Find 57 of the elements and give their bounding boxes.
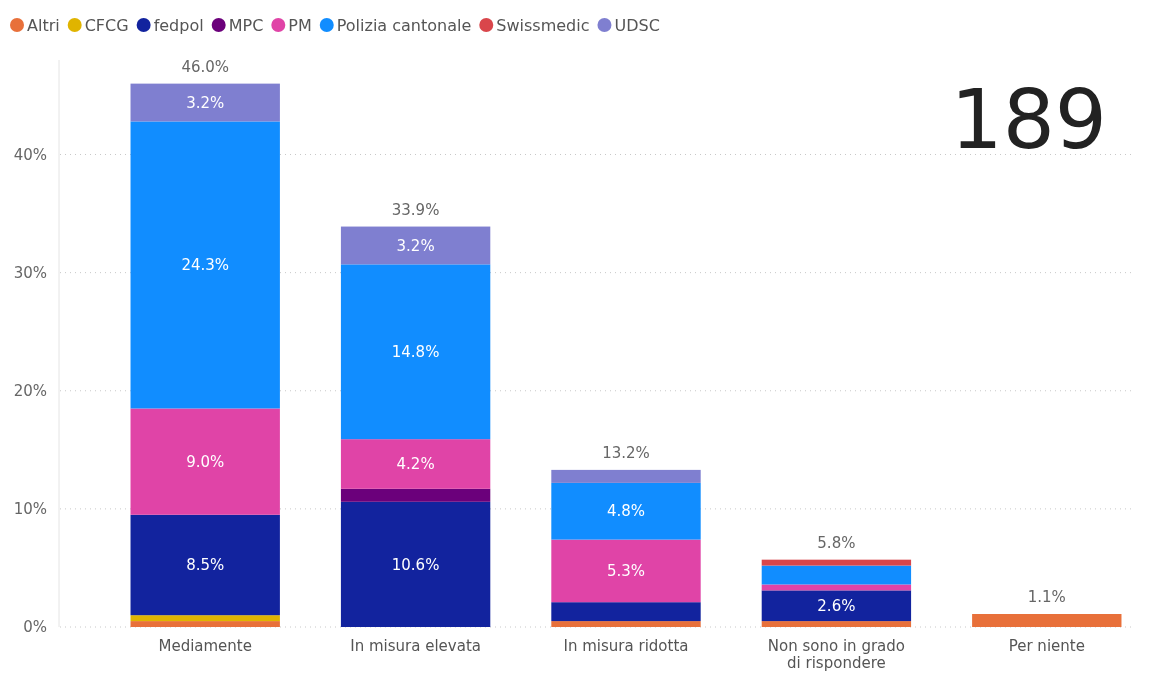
total-label: 5.8% xyxy=(817,533,856,552)
bar xyxy=(340,488,491,502)
legend-label: PM xyxy=(288,15,312,35)
data-label: 24.3% xyxy=(181,256,230,275)
legend-label: fedpol xyxy=(153,15,204,35)
data-label: 5.3% xyxy=(606,562,646,581)
bar xyxy=(130,408,280,515)
total-label: 13.2% xyxy=(602,443,650,462)
y-tick-label: 20% xyxy=(13,382,47,401)
bar xyxy=(130,621,280,627)
legend-label: CFCG xyxy=(84,15,129,35)
total-label: 46.0% xyxy=(181,57,230,76)
x-tick-label: Non sono in grado di rispondere xyxy=(767,636,905,672)
legend-label: MPC xyxy=(228,15,264,35)
y-tick-label: 40% xyxy=(13,145,47,164)
bar xyxy=(551,539,701,603)
data-label: 10.6% xyxy=(391,555,440,574)
legend-label: Polizia cantonale xyxy=(336,15,472,35)
y-tick-label: 0% xyxy=(23,618,47,637)
total-label: 33.9% xyxy=(391,200,440,219)
bar xyxy=(551,621,701,627)
bar xyxy=(340,264,491,440)
data-label: 9.0% xyxy=(186,452,225,471)
y-tick-label: 10% xyxy=(13,500,47,519)
x-tick-label: In misura elevata xyxy=(350,636,481,655)
bar xyxy=(761,565,912,585)
data-label: 4.8% xyxy=(606,502,646,521)
data-label: 4.2% xyxy=(396,455,435,474)
bar xyxy=(761,621,912,627)
bar xyxy=(761,590,912,622)
data-label: 3.2% xyxy=(186,93,225,112)
x-tick-label: Per niente xyxy=(1008,636,1085,655)
bar xyxy=(340,501,491,627)
bar xyxy=(130,514,280,616)
bar xyxy=(130,83,280,122)
y-tick-label: 30% xyxy=(13,263,47,282)
data-label: 3.2% xyxy=(396,236,435,255)
bar xyxy=(340,226,491,265)
legend-label: UDSC xyxy=(614,15,660,35)
bar xyxy=(551,482,701,540)
bar xyxy=(972,614,1122,627)
bar xyxy=(761,584,912,591)
bar xyxy=(340,439,491,489)
data-label: 14.8% xyxy=(391,343,440,362)
bar xyxy=(130,121,280,409)
x-tick-label: In misura ridotta xyxy=(563,636,689,655)
legend-label: Swissmedic xyxy=(496,15,590,35)
legend-label: Altri xyxy=(27,15,60,35)
x-tick-label: Mediamente xyxy=(158,636,252,655)
bar xyxy=(551,602,701,622)
data-label: 2.6% xyxy=(817,596,856,615)
bar xyxy=(551,469,701,483)
total-label: 1.1% xyxy=(1027,588,1066,607)
bar xyxy=(130,615,280,622)
annotation: 189 xyxy=(950,72,1107,167)
bar xyxy=(761,559,912,566)
data-label: 8.5% xyxy=(186,556,225,575)
